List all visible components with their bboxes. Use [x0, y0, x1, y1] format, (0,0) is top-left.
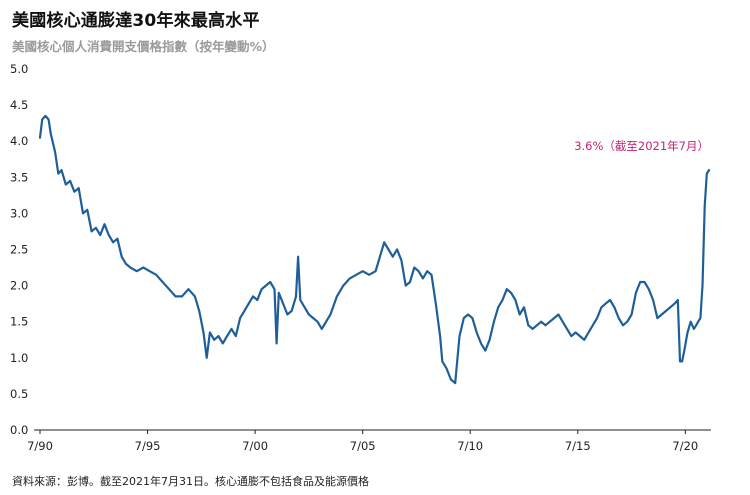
y-tick-label: 3.5: [10, 170, 28, 184]
x-tick-label: 7/20: [672, 439, 698, 453]
y-tick-label: 1.0: [10, 351, 28, 365]
series-line: [38, 114, 711, 385]
source-note: 資料來源：彭博。截至2021年7月31日。核心通膨不包括食品及能源價格: [12, 475, 369, 488]
y-axis: 0.0 0.5 1.0 1.5 2.0 2.5 3.0 3.5 4.0 4.5 5.0: [10, 62, 28, 437]
x-tick-label: 7/90: [27, 439, 53, 453]
x-tick-label: 7/05: [350, 439, 376, 453]
y-tick-label: 2.0: [10, 279, 28, 293]
annotation-label: 3.6%（截至2021年7月）: [574, 139, 709, 153]
x-axis: 7/90 7/95 7/00 7/05 7/10 7/15 7/20: [27, 430, 698, 453]
y-tick-label: 4.0: [10, 134, 28, 148]
y-tick-label: 4.5: [10, 98, 28, 112]
y-tick-label: 0.5: [10, 387, 28, 401]
chart-subtitle: 美國核心個人消費開支價格指數（按年變動%）: [12, 39, 275, 54]
y-tick-label: 0.0: [10, 423, 28, 437]
y-tick-label: 3.0: [10, 206, 28, 220]
y-tick-label: 5.0: [10, 62, 28, 76]
x-tick-label: 7/10: [457, 439, 483, 453]
chart-title: 美國核心通膨達30年來最高水平: [12, 11, 260, 31]
y-tick-label: 2.5: [10, 243, 28, 257]
y-tick-label: 1.5: [10, 315, 28, 329]
x-tick-label: 7/95: [135, 439, 161, 453]
x-tick-label: 7/00: [242, 439, 268, 453]
x-tick-label: 7/15: [565, 439, 591, 453]
